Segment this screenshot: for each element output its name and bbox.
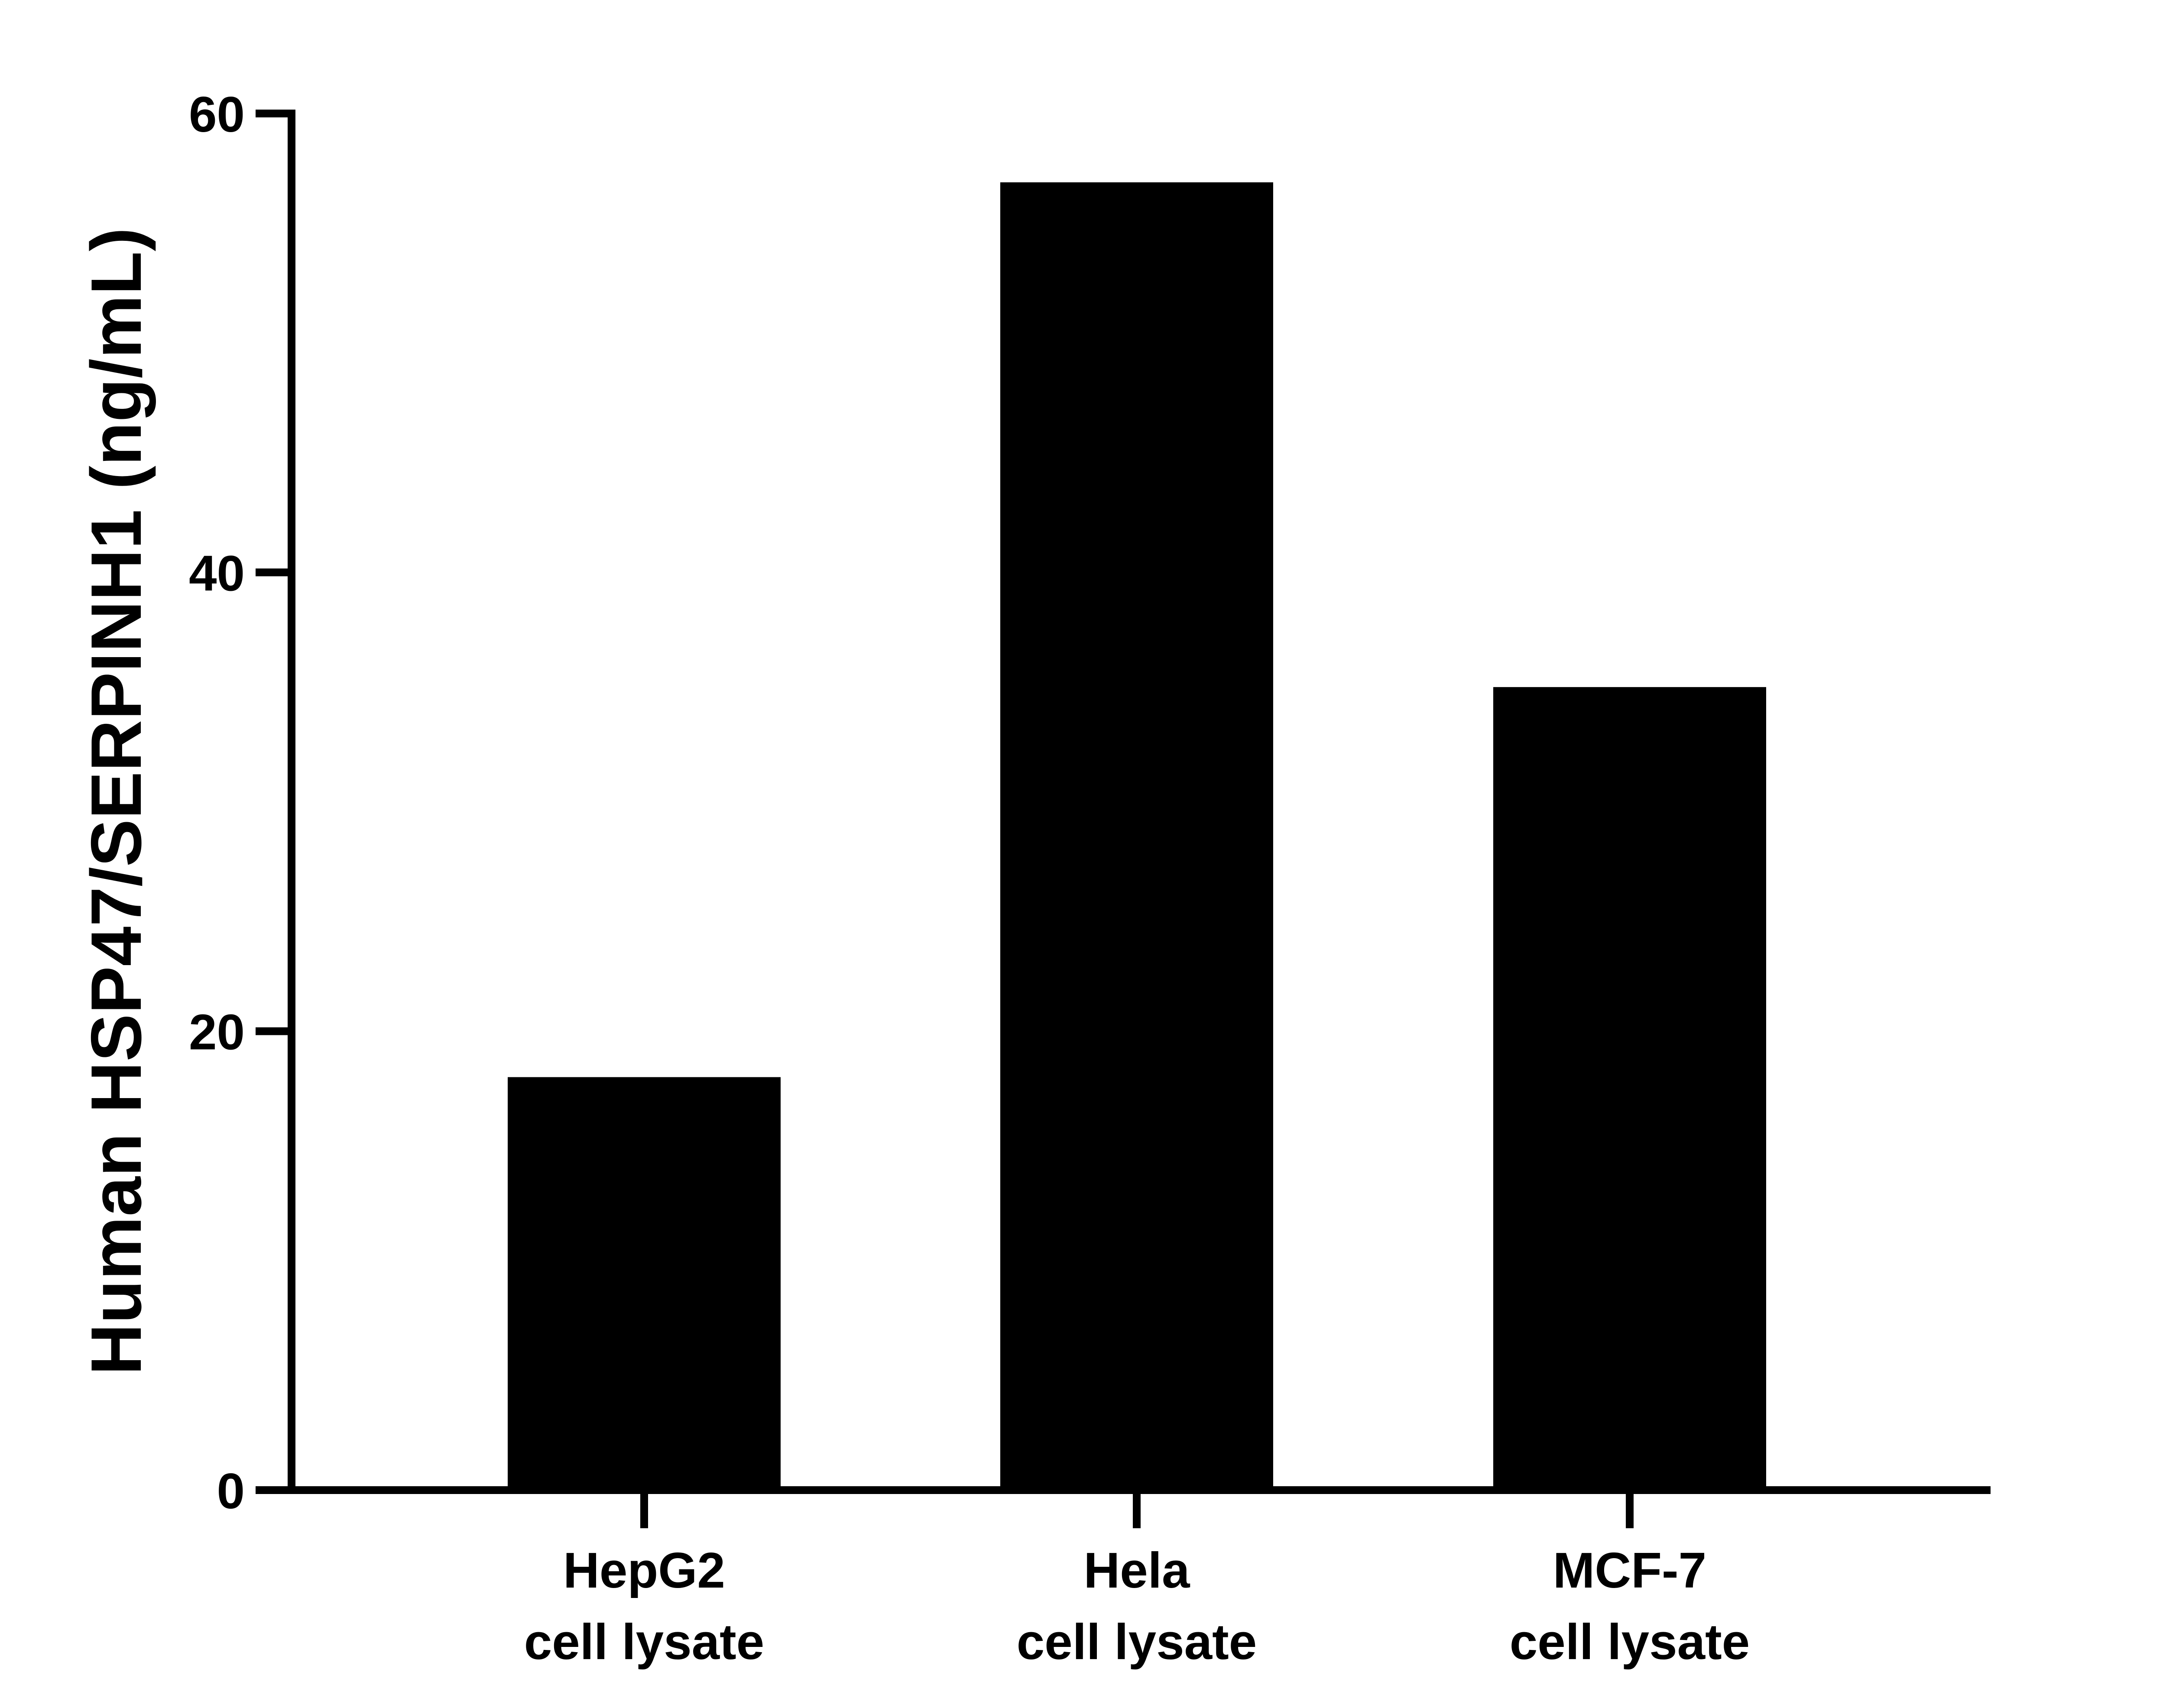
labels-group: 0 20 40 60 HepG2 cell lysate Hela cell lysate MC…	[189, 86, 1750, 1670]
bars-group	[508, 182, 1766, 1491]
bar-1	[1000, 182, 1273, 1491]
x-category-label-2-1: cell lysate	[1510, 1614, 1750, 1670]
axes-group	[256, 110, 1991, 1528]
bar-0	[508, 1077, 781, 1490]
bar-2	[1493, 687, 1766, 1490]
y-tick-label-60: 60	[189, 86, 245, 143]
y-tick-label-0: 0	[217, 1463, 245, 1519]
y-tick-label-40: 40	[189, 545, 245, 601]
y-axis-title: Human HSP47/SERPINH1 (ng/mL)	[76, 227, 156, 1375]
x-category-label-1-1: cell lysate	[1017, 1614, 1257, 1670]
x-category-label-0-0: HepG2	[563, 1542, 725, 1598]
x-category-label-0-1: cell lysate	[524, 1614, 765, 1670]
x-category-label-1-0: Hela	[1083, 1542, 1190, 1598]
x-category-label-2-0: MCF-7	[1553, 1542, 1706, 1598]
y-tick-label-20: 20	[189, 1004, 245, 1060]
